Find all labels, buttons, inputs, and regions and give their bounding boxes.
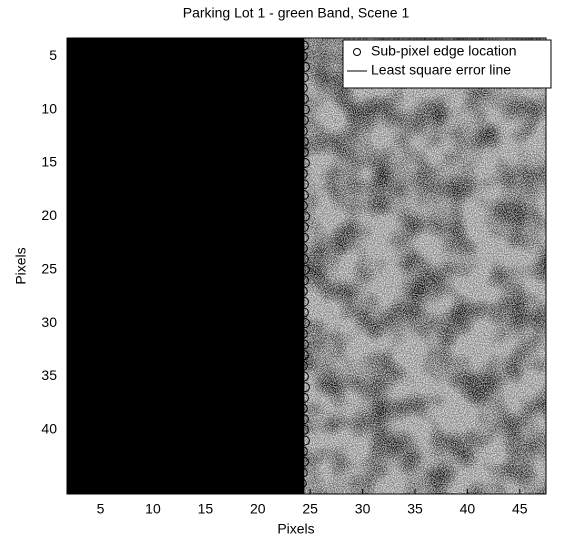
edge-point — [296, 478, 307, 489]
legend-box — [342, 39, 552, 89]
legend-label: Sub-pixel edge location — [371, 43, 517, 59]
y-tick-label: 10 — [41, 100, 57, 116]
plot-frame — [66, 37, 547, 495]
x-tick-label: 10 — [145, 501, 161, 517]
edge-point — [297, 446, 308, 457]
edge-point — [297, 51, 308, 62]
legend-marker — [353, 48, 361, 56]
edge-point — [297, 328, 308, 339]
y-tick-label: 15 — [41, 154, 57, 170]
edge-point — [297, 286, 308, 297]
chart-title: Parking Lot 1 - green Band, Scene 1 — [183, 5, 410, 21]
edge-point — [297, 83, 308, 94]
edge-point — [297, 168, 308, 179]
edge-point — [297, 360, 308, 371]
y-axis-label: Pixels — [13, 247, 29, 284]
y-tick-label: 30 — [41, 314, 57, 330]
legend-label: Least square error line — [371, 62, 511, 78]
x-tick-label: 25 — [302, 501, 318, 517]
x-tick-label: 15 — [198, 501, 214, 517]
edge-point — [297, 467, 308, 478]
edge-point — [299, 435, 310, 446]
edge-point — [299, 157, 310, 168]
y-tick-label: 20 — [41, 207, 57, 223]
y-tick-label: 40 — [41, 421, 57, 437]
image-dark-region — [67, 38, 304, 494]
edge-point — [299, 318, 310, 329]
edge-point — [299, 382, 310, 393]
image-texture — [303, 38, 546, 494]
edge-point — [297, 243, 308, 254]
x-tick-label: 5 — [97, 501, 105, 517]
edge-point — [297, 200, 308, 211]
x-axis-label: Pixels — [277, 521, 314, 537]
edge-point — [299, 264, 310, 275]
x-tick-label: 35 — [407, 501, 423, 517]
edge-point — [299, 61, 310, 72]
y-tick-label: 5 — [49, 47, 57, 63]
edge-point — [299, 104, 310, 115]
y-tick-label: 35 — [41, 367, 57, 383]
edge-point — [299, 211, 310, 222]
edge-point — [297, 125, 308, 136]
x-tick-label: 30 — [355, 501, 371, 517]
x-tick-label: 40 — [460, 501, 476, 517]
y-tick-label: 25 — [41, 260, 57, 276]
x-tick-label: 45 — [512, 501, 528, 517]
edge-point — [297, 403, 308, 414]
x-tick-label: 20 — [250, 501, 266, 517]
